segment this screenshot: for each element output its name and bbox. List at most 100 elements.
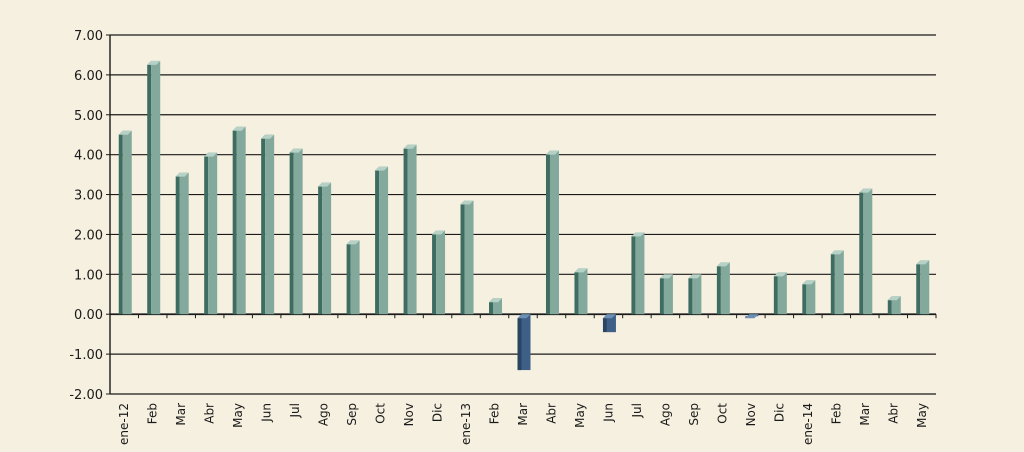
bar — [859, 188, 873, 315]
bar — [460, 200, 474, 315]
x-tick-label: Feb — [829, 403, 843, 424]
bar-top — [545, 150, 559, 155]
bar-front — [834, 250, 844, 315]
bar — [289, 148, 303, 315]
bar-top — [346, 240, 360, 245]
x-tick-label: ene-12 — [117, 403, 131, 445]
bar-top — [802, 280, 816, 285]
x-tick-label: Mar — [174, 403, 188, 426]
bar-top — [745, 314, 759, 319]
x-tick-label: Oct — [374, 403, 388, 424]
bar — [602, 314, 616, 333]
bar-top — [375, 166, 389, 171]
bar-side — [602, 314, 607, 333]
bar-front — [236, 126, 246, 315]
x-tick-label: ene-13 — [459, 403, 473, 445]
bar-front — [265, 134, 275, 315]
y-tick-label: 5.00 — [74, 109, 103, 124]
x-tick-label: Abr — [203, 403, 217, 424]
bar — [745, 314, 759, 319]
bar-front — [920, 260, 930, 315]
bar-front — [493, 298, 503, 315]
bar — [261, 134, 275, 315]
y-tick-label: 4.00 — [74, 149, 103, 164]
bar-front — [379, 166, 389, 315]
bar — [489, 298, 503, 315]
x-tick-label: May — [915, 403, 929, 428]
bar-top — [602, 314, 616, 319]
bar-top — [830, 250, 844, 255]
bar-top — [859, 188, 873, 193]
x-tick-label: Sep — [687, 403, 701, 426]
bar — [688, 274, 702, 315]
bar-side — [318, 182, 323, 315]
bar-top — [887, 296, 901, 301]
y-axis-tick-labels: 7.00 6.00 5.00 4.00 3.00 2.00 1.00 0.00 -1.00 -2.… — [69, 29, 103, 403]
bar-front — [720, 262, 730, 315]
bar-top — [432, 230, 446, 235]
bar — [346, 240, 360, 315]
bar-side — [887, 296, 892, 315]
bar — [916, 260, 930, 315]
bar — [175, 172, 189, 315]
x-tick-label: Feb — [146, 403, 160, 424]
bar — [802, 280, 816, 315]
bar-top — [631, 232, 645, 237]
bar-side — [460, 200, 465, 315]
y-tick-label: 2.00 — [74, 228, 103, 243]
bar-top — [916, 260, 930, 265]
y-tick-label: 1.00 — [74, 268, 103, 283]
x-tick-label: Jul — [288, 403, 302, 418]
y-tick-label: 0.00 — [74, 308, 103, 323]
bar-side — [631, 232, 636, 315]
bar — [716, 262, 730, 315]
bar-side — [261, 134, 266, 315]
bar-side — [375, 166, 380, 315]
bar — [318, 182, 332, 315]
x-tick-label: Ago — [658, 403, 672, 426]
x-tick-label: Abr — [544, 403, 558, 424]
bar — [118, 130, 132, 315]
y-tick-label: 3.00 — [74, 189, 103, 204]
y-tick-label: -1.00 — [69, 348, 103, 363]
bar-front — [635, 232, 645, 315]
x-tick-label: Ago — [317, 403, 331, 426]
bar-side — [773, 272, 778, 315]
bar-front — [692, 274, 702, 315]
x-tick-label: Mar — [858, 403, 872, 426]
bar-side — [859, 188, 864, 315]
bar-front — [122, 130, 132, 315]
bar-side — [232, 126, 237, 315]
x-tick-label: Mar — [516, 403, 530, 426]
bar-side — [432, 230, 437, 315]
bar-front — [151, 60, 161, 315]
bar-side — [802, 280, 807, 315]
x-axis-tick-labels: ene-12 Feb Mar Abr May Jun Jul Ago Sep Oct Nov Dic e… — [117, 403, 929, 445]
bar — [517, 314, 531, 371]
bar-side — [659, 274, 664, 315]
bar-side — [688, 274, 693, 315]
x-tick-label: Abr — [886, 403, 900, 424]
bar — [403, 144, 417, 315]
bar — [545, 150, 559, 315]
bar-front — [521, 314, 531, 371]
bar-top — [232, 126, 246, 131]
bar-front — [777, 272, 787, 315]
x-tick-label: Jun — [260, 403, 274, 423]
y-tick-label: -2.00 — [69, 388, 103, 403]
bar-side — [517, 314, 522, 371]
bar-side — [403, 144, 408, 315]
bar-top — [773, 272, 787, 277]
bar — [631, 232, 645, 315]
bar-side — [916, 260, 921, 315]
bar-front — [436, 230, 446, 315]
bar — [887, 296, 901, 315]
bar-side — [289, 148, 294, 315]
bar-side — [147, 60, 152, 315]
bar-front — [891, 296, 901, 315]
bar-side — [175, 172, 180, 315]
x-tick-label: Nov — [744, 403, 758, 426]
x-tick-label: Dic — [431, 403, 445, 422]
bar-side — [545, 150, 550, 315]
bar-top — [460, 200, 474, 205]
